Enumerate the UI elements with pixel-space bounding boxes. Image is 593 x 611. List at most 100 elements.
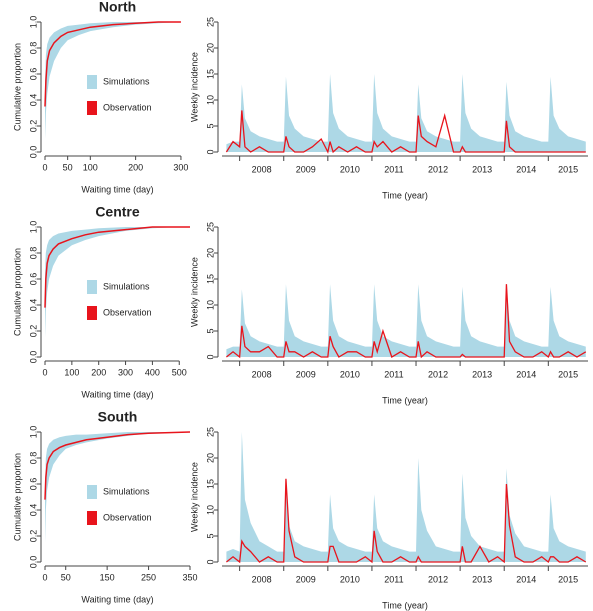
- x-tick-label: 2010: [340, 369, 360, 379]
- y-axis-label: Cumulative proportion: [12, 453, 22, 541]
- legend-label: Simulations: [103, 76, 150, 86]
- x-tick-label: 500: [172, 367, 187, 377]
- observation-line: [226, 284, 587, 359]
- legend-label: Observation: [103, 307, 152, 317]
- y-tick-label: 15: [205, 69, 215, 79]
- x-tick-label: 2009: [296, 164, 316, 174]
- y-tick-label: 1.0: [28, 426, 38, 439]
- y-tick-label: 0: [205, 354, 215, 359]
- observation-line: [44, 226, 190, 308]
- y-tick-label: 20: [205, 43, 215, 53]
- legend-swatch: [87, 280, 97, 294]
- legend-swatch: [87, 511, 97, 525]
- simulation-band: [45, 22, 181, 139]
- y-tick-label: 0.6: [28, 478, 38, 491]
- y-tick-label: 10: [205, 505, 215, 515]
- y-tick-label: 0.0: [28, 351, 38, 364]
- y-tick-label: 25: [205, 427, 215, 437]
- x-tick-label: 2012: [428, 574, 448, 584]
- observation-line: [44, 431, 191, 500]
- x-tick-label: 2015: [558, 369, 578, 379]
- x-tick-label: 2012: [428, 369, 448, 379]
- y-tick-label: 0.0: [28, 556, 38, 569]
- simulation-area: [226, 74, 586, 152]
- simulation-band: [45, 432, 190, 543]
- legend-label: Observation: [103, 512, 152, 522]
- legend-swatch: [87, 101, 97, 115]
- y-tick-label: 0.8: [28, 42, 38, 55]
- y-tick-label: 15: [205, 274, 215, 284]
- x-tick-label: 2011: [384, 164, 403, 174]
- y-tick-label: 0.2: [28, 530, 38, 543]
- y-axis-label: Weekly incidence: [189, 257, 199, 327]
- simulation-area: [226, 284, 586, 357]
- y-tick-label: 25: [205, 222, 215, 232]
- x-tick-label: 2009: [296, 574, 316, 584]
- x-tick-label: 2013: [472, 369, 492, 379]
- y-tick-label: 5: [205, 328, 215, 333]
- x-tick-label: 250: [141, 572, 156, 582]
- y-tick-label: 25: [205, 17, 215, 27]
- y-tick-label: 10: [205, 95, 215, 105]
- x-tick-label: 50: [63, 162, 73, 172]
- x-tick-label: 0: [42, 162, 47, 172]
- y-tick-label: 5: [205, 123, 215, 128]
- x-tick-label: 2011: [384, 369, 403, 379]
- y-tick-label: 0.6: [28, 273, 38, 286]
- y-tick-label: 0.4: [28, 299, 38, 312]
- x-tick-label: 2014: [516, 574, 536, 584]
- x-tick-label: 0: [42, 572, 47, 582]
- x-tick-label: 2012: [428, 164, 448, 174]
- y-tick-label: 0.6: [28, 68, 38, 81]
- x-tick-label: 2014: [516, 164, 536, 174]
- x-tick-label: 200: [91, 367, 106, 377]
- x-axis-label: Time (year): [382, 600, 428, 610]
- legend-swatch: [87, 75, 97, 89]
- x-tick-label: 2011: [384, 574, 403, 584]
- x-tick-label: 2010: [340, 574, 360, 584]
- y-tick-label: 5: [205, 533, 215, 538]
- x-tick-label: 2008: [252, 574, 272, 584]
- x-tick-label: 2015: [558, 574, 578, 584]
- x-tick-label: 0: [42, 367, 47, 377]
- x-tick-label: 100: [83, 162, 98, 172]
- y-tick-label: 1.0: [28, 221, 38, 234]
- y-tick-label: 20: [205, 453, 215, 463]
- x-tick-label: 300: [173, 162, 188, 172]
- x-tick-label: 2015: [558, 164, 578, 174]
- x-tick-label: 2009: [296, 369, 316, 379]
- x-tick-label: 2008: [252, 369, 272, 379]
- panel-title: Centre: [95, 204, 140, 220]
- y-tick-label: 0.8: [28, 452, 38, 465]
- observation-line: [44, 21, 181, 107]
- y-tick-label: 10: [205, 300, 215, 310]
- panel-title: South: [98, 409, 138, 425]
- y-axis-label: Cumulative proportion: [12, 43, 22, 131]
- y-tick-label: 0.8: [28, 247, 38, 260]
- x-axis-label: Time (year): [382, 190, 428, 200]
- x-tick-label: 400: [145, 367, 160, 377]
- observation-line: [225, 110, 586, 154]
- x-tick-label: 350: [182, 572, 197, 582]
- y-tick-label: 15: [205, 479, 215, 489]
- x-tick-label: 2010: [340, 164, 360, 174]
- simulation-band: [45, 227, 190, 338]
- x-tick-label: 2013: [472, 574, 492, 584]
- y-axis-label: Weekly incidence: [189, 52, 199, 122]
- y-tick-label: 0: [205, 559, 215, 564]
- x-tick-label: 300: [118, 367, 133, 377]
- observation-line: [226, 478, 587, 564]
- legend-label: Simulations: [103, 486, 150, 496]
- x-tick-label: 200: [128, 162, 143, 172]
- y-tick-label: 0.2: [28, 325, 38, 338]
- x-tick-label: 50: [61, 572, 71, 582]
- x-tick-label: 150: [100, 572, 115, 582]
- y-tick-label: 0.0: [28, 146, 38, 159]
- y-axis-label: Cumulative proportion: [12, 248, 22, 336]
- x-axis-label: Waiting time (day): [81, 184, 153, 194]
- x-axis-label: Waiting time (day): [81, 389, 153, 399]
- y-axis-label: Weekly incidence: [189, 462, 199, 532]
- panel-title: North: [99, 0, 136, 15]
- y-tick-label: 1.0: [28, 16, 38, 29]
- legend-label: Simulations: [103, 281, 150, 291]
